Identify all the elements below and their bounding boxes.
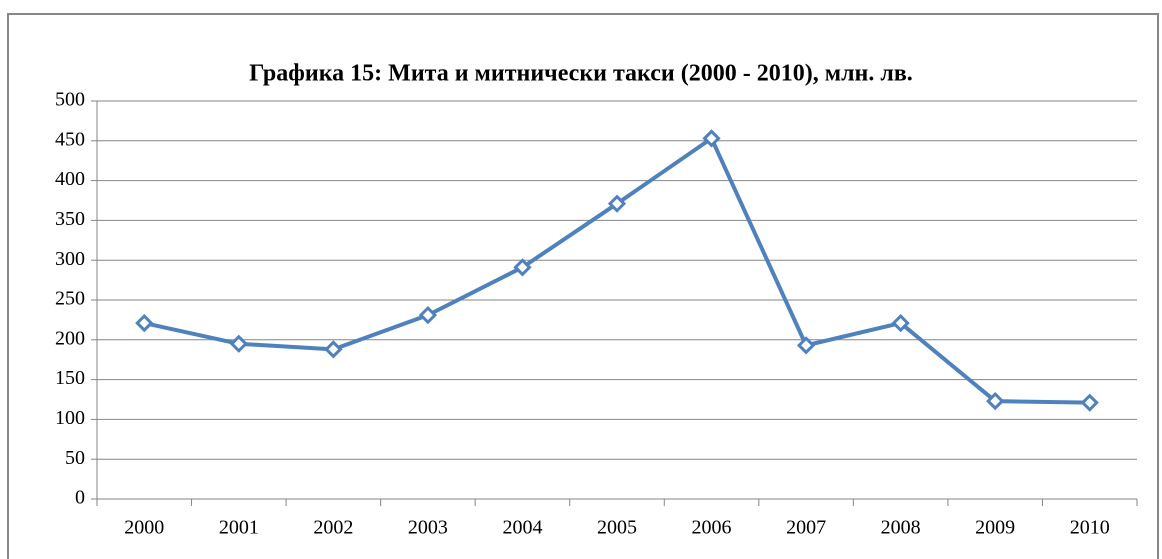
y-tick-label: 150 [55,367,85,389]
y-tick-label: 200 [55,327,85,349]
x-tick-label: 2010 [1070,517,1110,539]
x-tick-label: 2009 [975,517,1015,539]
x-tick-label: 2007 [786,517,826,539]
x-tick-label: 2002 [313,517,353,539]
x-tick-label: 2006 [692,517,732,539]
x-tick-label: 2008 [881,517,921,539]
y-tick-label: 500 [55,89,85,111]
y-tick-label: 300 [55,248,85,270]
marker [1080,393,1099,412]
marker [986,391,1005,411]
x-tick-label: 2001 [219,517,259,539]
marker [135,313,154,333]
marker [796,336,816,355]
y-tick-label: 450 [55,128,85,150]
marker [891,313,910,333]
marker [702,129,721,148]
marker [607,194,627,213]
y-tick-label: 400 [55,168,85,190]
y-tick-label: 350 [55,208,85,230]
x-tick-label: 2004 [502,517,542,539]
marker [229,334,248,353]
y-tick-label: 0 [75,487,85,509]
chart-frame [7,13,1159,559]
x-tick-label: 2003 [408,517,448,539]
y-tick-label: 50 [65,447,85,469]
x-tick-label: 2000 [124,517,164,539]
y-tick-label: 100 [55,407,85,429]
marker [418,306,438,325]
chart-title: Графика 15: Мита и митнически такси (200… [249,61,913,87]
y-tick-label: 250 [55,288,85,310]
marker [324,340,343,359]
marker [513,258,532,277]
x-tick-label: 2005 [597,517,637,539]
